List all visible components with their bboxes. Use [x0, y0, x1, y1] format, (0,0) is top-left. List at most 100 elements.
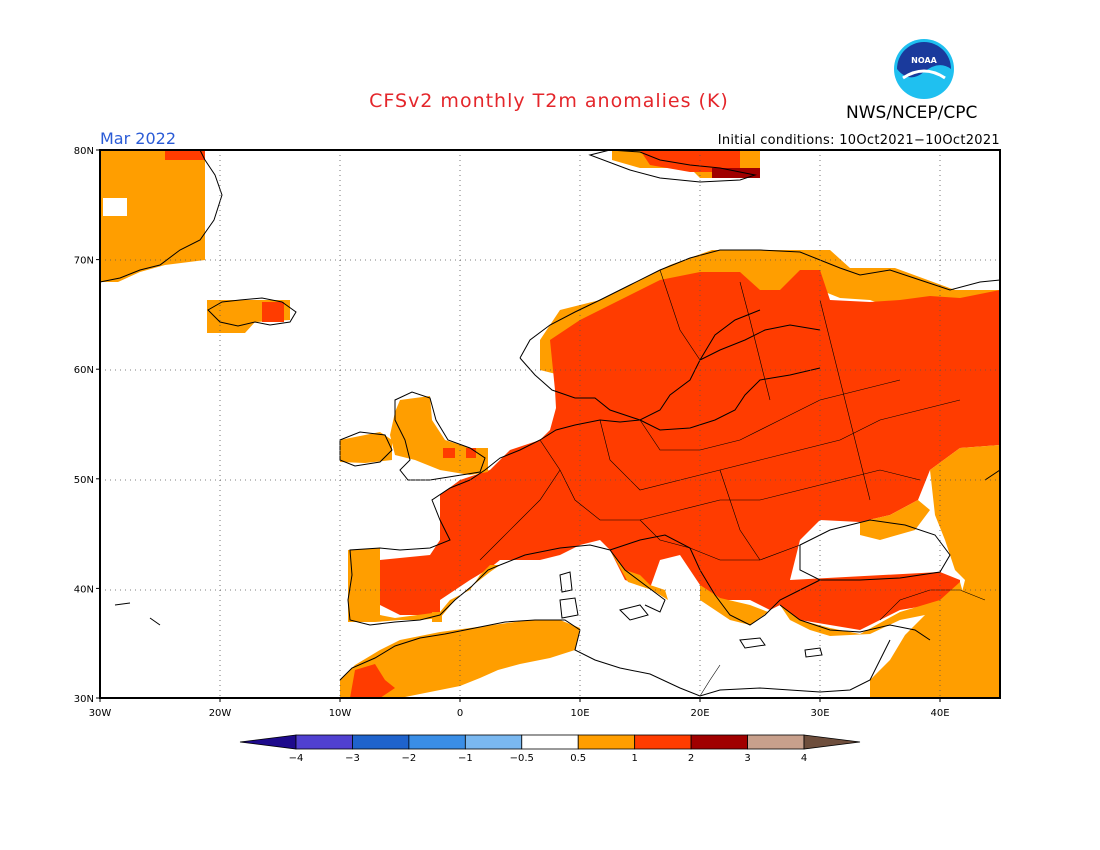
- coastline: [519, 249, 1001, 359]
- coastline: [207, 297, 297, 327]
- country-border: [719, 469, 761, 561]
- anomaly-region: [860, 500, 930, 540]
- country-border: [659, 269, 701, 361]
- coastline: [559, 571, 573, 593]
- colorbar: −4 −3 −2 −1 −0.5 0.5 1 2 3 4: [239, 734, 861, 764]
- colorbar-swatch: [747, 734, 805, 750]
- country-border: [639, 519, 801, 561]
- coastline: [114, 602, 161, 626]
- colorbar-min-arrow: [239, 734, 297, 750]
- initial-conditions: Initial conditions: 10Oct2021−10Oct2021: [717, 133, 1000, 148]
- longitude-axis: 30W 20W 10W 0 10E 20E 30E 40E: [89, 698, 950, 719]
- map-title: CFSv2 monthly T2m anomalies (K): [369, 90, 729, 112]
- lat-tick-label: 70N: [74, 256, 94, 267]
- colorbar-label: −3: [345, 753, 360, 764]
- anomaly-region: [340, 432, 392, 463]
- country-border: [819, 299, 871, 501]
- colorbar-label: −4: [289, 753, 304, 764]
- colorbar-label: 2: [688, 753, 694, 764]
- lat-tick-label: 60N: [74, 365, 94, 376]
- country-border: [639, 379, 901, 451]
- anomaly-region: [350, 664, 395, 698]
- lon-tick-label: 20W: [209, 708, 232, 719]
- anomaly-region: [390, 396, 488, 475]
- graticule: [100, 150, 1000, 698]
- coastline: [347, 469, 501, 626]
- colorbar-swatch: [464, 734, 523, 750]
- coastline: [779, 604, 931, 641]
- anomaly-region: [780, 582, 965, 636]
- colorbar-swatch: [408, 734, 466, 750]
- colorbar-label: −1: [458, 753, 473, 764]
- anomaly-region: [640, 150, 740, 172]
- anomaly-region: [540, 250, 1000, 375]
- coastline: [804, 647, 823, 658]
- coastline: [99, 149, 223, 283]
- anomaly-region: [432, 612, 442, 622]
- colorbar-label: 4: [801, 753, 807, 764]
- coastline-layer: [99, 149, 1001, 697]
- colorbar-max-arrow: [803, 734, 861, 750]
- coastline: [619, 604, 649, 621]
- anomaly-region: [165, 150, 205, 160]
- coastline: [559, 597, 579, 619]
- lat-tick-label: 30N: [74, 694, 94, 705]
- lon-tick-label: 0: [457, 708, 463, 719]
- coastline: [699, 324, 821, 361]
- anomaly-region: [340, 620, 580, 698]
- coastline: [739, 637, 766, 649]
- lon-tick-label: 10W: [329, 708, 352, 719]
- anomaly-region: [700, 585, 768, 625]
- agency-label: NWS/NCEP/CPC: [846, 103, 978, 123]
- logo-text: NOAA: [911, 56, 937, 65]
- colorbar-swatch: [352, 734, 410, 750]
- colorbar-swatch: [634, 734, 692, 750]
- coastline: [499, 544, 666, 613]
- colorbar-label: 3: [744, 753, 750, 764]
- coastline: [339, 431, 393, 467]
- lat-tick-label: 80N: [74, 146, 94, 157]
- anomaly-region: [712, 168, 760, 178]
- coastline: [639, 367, 821, 431]
- colorbar-swatch: [521, 734, 579, 750]
- anomaly-region: [103, 198, 127, 216]
- coastline: [484, 419, 641, 471]
- coastline: [339, 619, 891, 697]
- anomaly-region: [348, 548, 500, 622]
- colorbar-label: 1: [631, 753, 637, 764]
- country-border: [479, 469, 561, 561]
- coastline: [588, 149, 757, 183]
- lat-tick-label: 50N: [74, 475, 94, 486]
- map-frame: [99, 149, 1001, 699]
- anomaly-region: [443, 448, 455, 458]
- colorbar-label: 0.5: [570, 753, 586, 764]
- country-border: [739, 281, 771, 401]
- anomaly-fill-layer: [100, 150, 1000, 698]
- anomaly-region: [100, 150, 205, 282]
- lon-tick-label: 10E: [570, 708, 589, 719]
- coastline: [799, 519, 951, 581]
- anomaly-region: [870, 445, 1000, 698]
- forecast-period: Mar 2022: [100, 129, 176, 148]
- coastline: [609, 534, 821, 626]
- anomaly-region: [466, 448, 476, 458]
- lat-tick-label: 40N: [74, 584, 94, 595]
- coastline: [394, 391, 486, 481]
- lon-tick-label: 30E: [810, 708, 829, 719]
- country-border: [699, 664, 721, 697]
- colorbar-swatch: [690, 734, 748, 750]
- coastline: [984, 469, 1001, 481]
- colorbar-label: −2: [402, 753, 417, 764]
- colorbar-label: −0.5: [510, 753, 534, 764]
- latitude-axis: 30N 40N 50N 60N 70N 80N: [74, 146, 100, 705]
- lon-tick-label: 30W: [89, 708, 112, 719]
- noaa-logo-icon: NOAA: [894, 39, 954, 99]
- anomaly-region: [262, 302, 284, 322]
- colorbar-swatch: [577, 734, 636, 750]
- lon-tick-label: 40E: [930, 708, 949, 719]
- coastline: [519, 309, 761, 421]
- colorbar-swatch: [295, 734, 353, 750]
- lon-tick-label: 20E: [690, 708, 709, 719]
- anomaly-region: [610, 550, 668, 600]
